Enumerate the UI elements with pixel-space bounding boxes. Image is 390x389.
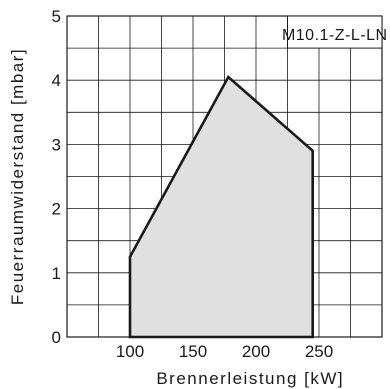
y-axis-label: Feuerraumwiderstand [mbar] bbox=[8, 48, 27, 305]
x-tick-label: 250 bbox=[305, 342, 333, 361]
y-tick-label: 1 bbox=[52, 264, 61, 283]
operating-range-area bbox=[128, 74, 315, 339]
y-tick-label: 3 bbox=[52, 135, 61, 154]
y-tick-label: 4 bbox=[52, 71, 61, 90]
x-axis-label: Brennerleistung [kW] bbox=[156, 369, 344, 388]
y-tick-label: 5 bbox=[52, 7, 61, 26]
x-tick-label: 200 bbox=[242, 342, 270, 361]
x-tick-label: 100 bbox=[116, 342, 144, 361]
y-axis-ticks: 0 1 2 3 4 5 bbox=[52, 7, 61, 347]
legend-box bbox=[287, 15, 383, 49]
legend-label: M10.1-Z-L-LN bbox=[282, 27, 388, 44]
x-axis-ticks: 100 150 200 250 bbox=[116, 342, 333, 361]
plot-frame bbox=[66, 15, 383, 338]
y-tick-label: 0 bbox=[52, 328, 61, 347]
x-tick-label: 150 bbox=[179, 342, 207, 361]
y-tick-label: 2 bbox=[52, 200, 61, 219]
